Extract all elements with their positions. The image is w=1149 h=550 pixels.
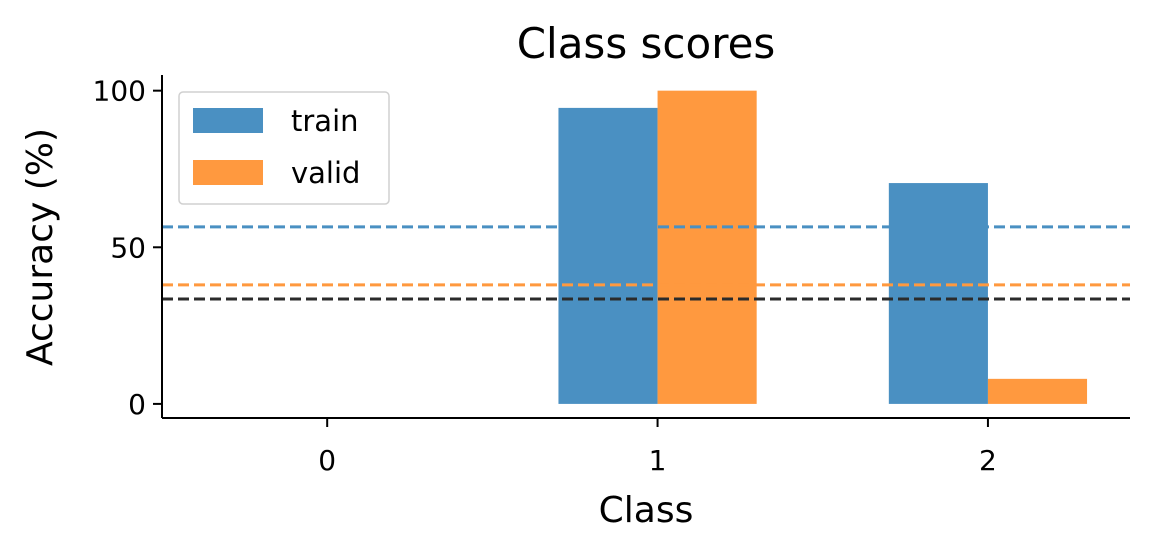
y-tick-label-50: 50 xyxy=(110,231,146,264)
y-tick-label-0: 0 xyxy=(128,388,146,421)
bars-layer xyxy=(558,90,1088,404)
x-tick-label-1: 1 xyxy=(649,444,667,477)
x-tick-label-0: 0 xyxy=(318,444,336,477)
legend-swatch-train xyxy=(193,108,263,133)
legend-label-valid: valid xyxy=(291,156,360,190)
legend-swatch-valid xyxy=(193,160,263,185)
y-axis-label: Accuracy (%) xyxy=(20,128,61,366)
y-tick-label-100: 100 xyxy=(93,75,146,108)
bar-valid-class-1 xyxy=(657,90,757,404)
x-tick-label-2: 2 xyxy=(979,444,997,477)
x-axis-label: Class xyxy=(599,490,694,531)
bar-valid-class-2 xyxy=(987,378,1088,404)
axes-layer: 0 50 100 0 1 2 xyxy=(93,75,1130,477)
bar-train-class-2 xyxy=(888,183,988,404)
legend-label-train: train xyxy=(291,104,359,138)
bar-train-class-1 xyxy=(558,107,658,404)
reference-lines-layer xyxy=(162,225,1130,301)
chart-title: Class scores xyxy=(517,19,776,68)
legend: train valid xyxy=(178,91,390,205)
